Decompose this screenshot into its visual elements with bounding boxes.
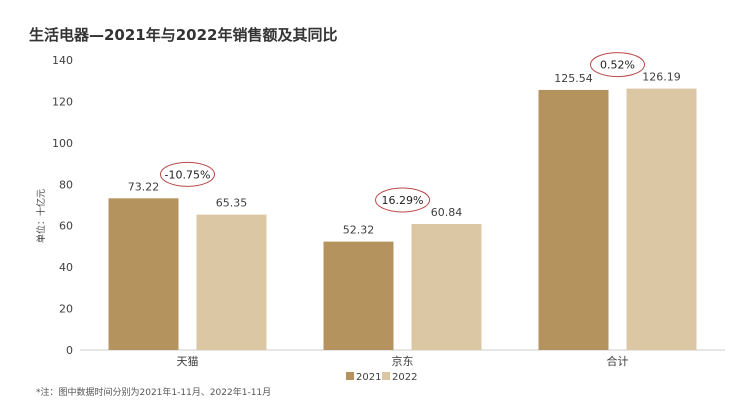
data-label: 126.19 [642, 71, 681, 84]
bar-2022 [411, 223, 482, 350]
chart-title: 生活电器—2021年与2022年销售额及其同比 [29, 26, 338, 44]
y-tick-label: 20 [59, 303, 73, 316]
growth-ellipse [160, 161, 215, 187]
growth-ellipse [590, 52, 645, 78]
x-tick-label: 天猫 [177, 355, 199, 368]
x-tick-label: 合计 [607, 354, 629, 368]
growth-label: -10.75% [165, 168, 211, 181]
bar-2021 [108, 198, 179, 350]
y-tick-label: 40 [59, 261, 73, 274]
y-tick-label: 60 [59, 220, 73, 233]
data-label: 125.54 [554, 72, 593, 85]
data-label: 60.84 [431, 206, 463, 219]
bar-2022 [626, 88, 697, 350]
bar-2021 [323, 241, 394, 350]
growth-ellipse [375, 187, 430, 213]
growth-label: 0.52% [600, 59, 635, 72]
y-tick-label: 80 [59, 178, 73, 191]
legend-swatch [382, 372, 390, 380]
bar-2021 [538, 89, 609, 351]
legend-swatch [346, 372, 354, 380]
data-label: 52.32 [343, 224, 375, 237]
growth-label: 16.29% [382, 194, 424, 207]
bar-2022 [196, 214, 267, 350]
x-tick-label: 京东 [392, 354, 414, 368]
legend-label: 2022 [392, 372, 417, 383]
y-axis-label: 单位：十亿元 [35, 189, 47, 243]
y-tick-label: 100 [52, 137, 73, 150]
y-tick-label: 120 [52, 95, 73, 108]
data-label: 73.22 [128, 180, 160, 193]
y-tick-label: 0 [66, 344, 73, 357]
legend-label: 2021 [356, 372, 381, 383]
y-tick-label: 140 [52, 54, 73, 67]
footnote: *注：图中数据时间分别为2021年1-11月、2022年1-11月 [36, 388, 272, 398]
data-label: 65.35 [216, 197, 248, 210]
